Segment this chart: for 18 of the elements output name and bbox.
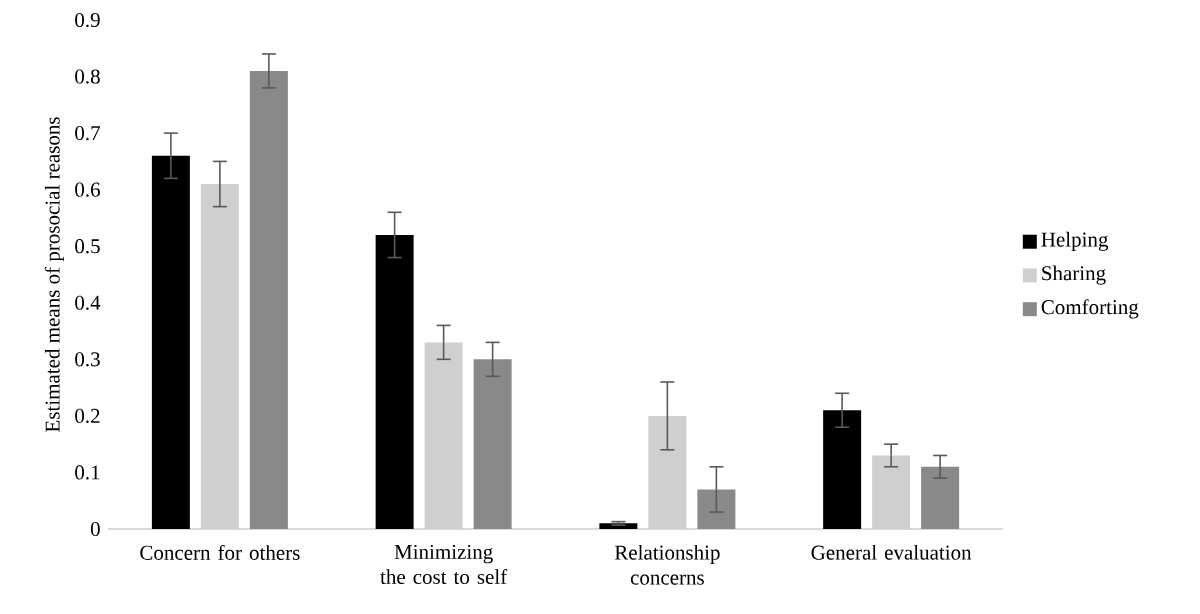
y-tick-label: 0.3 (75, 352, 100, 367)
legend-label: Sharing (1042, 265, 1106, 285)
legend-label: Helping (1041, 231, 1109, 251)
y-tick-label: 0.4 (75, 295, 101, 310)
y-tick-label: 0.5 (75, 239, 100, 254)
y-axis-title: Estimated means of prosocial reasons (44, 117, 64, 432)
y-tick-label: 0.6 (75, 182, 100, 197)
x-tick-label: Relationship concerns (614, 544, 720, 585)
y-tick-label: 0.8 (75, 69, 100, 84)
x-tick-label: General evaluation (811, 544, 972, 560)
x-tick-label: Minimizing the cost to self (380, 544, 508, 585)
y-tick-label: 0 (90, 521, 100, 537)
y-tick-label: 0.9 (75, 12, 100, 28)
x-tick-label: Concern for others (140, 544, 300, 560)
y-tick-label: 0.1 (75, 465, 100, 480)
y-tick-label: 0.2 (75, 408, 100, 424)
y-tick-label: 0.7 (75, 125, 101, 141)
legend-label: Comforting (1041, 299, 1139, 319)
